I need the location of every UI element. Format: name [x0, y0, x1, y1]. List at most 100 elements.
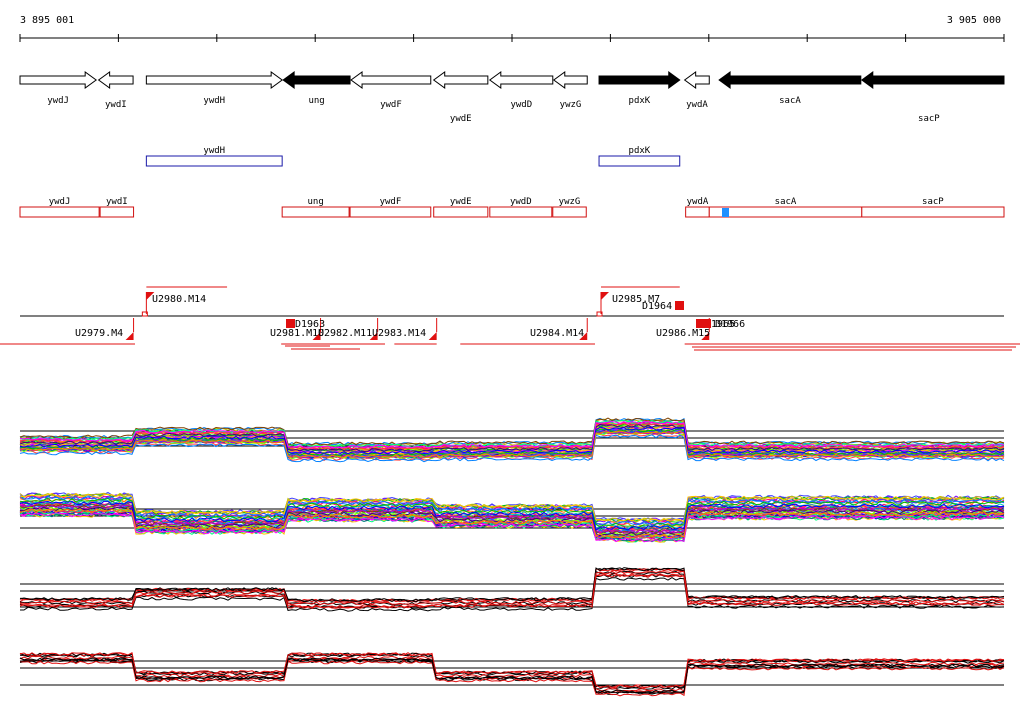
expression-panel-3	[19, 567, 1005, 612]
expression-profile	[19, 567, 1005, 603]
expression-panel-1	[19, 417, 1005, 463]
operon-label: pdxK	[629, 146, 651, 156]
gene-label: ywzG	[560, 100, 582, 110]
gene-arrow	[19, 71, 98, 89]
operon-track-minus: ywdJ ywdI ung ywdF ywdE ywdD ywzG ywdA sacA sacP	[19, 197, 1005, 218]
shift-marker	[696, 319, 705, 328]
expression-profile	[19, 660, 1005, 697]
shift-label: D1965	[705, 319, 735, 330]
tu-label: U2984.M14	[530, 328, 584, 339]
tu-end-marker	[579, 332, 588, 340]
operon-box	[598, 155, 681, 167]
gene-arrow	[552, 71, 588, 89]
expression-profile	[19, 652, 1005, 689]
tu-end-marker	[125, 332, 134, 340]
tu-label: U2983.M14	[372, 328, 426, 339]
operon-label: ung	[307, 197, 323, 207]
shift-label: D1966	[715, 319, 745, 330]
operon-label: ywdA	[687, 197, 709, 207]
shift-label: D1963	[295, 319, 325, 330]
expression-profile	[19, 570, 1005, 606]
expression-profile	[19, 652, 1005, 689]
operon-box	[433, 206, 489, 218]
tu-end-marker	[369, 332, 378, 340]
expression-profile	[19, 657, 1005, 694]
operon-track-plus: ywdH pdxK	[145, 146, 681, 167]
gene-arrow	[282, 71, 351, 89]
operon-marker	[722, 208, 729, 217]
expression-panel-4	[19, 652, 1005, 697]
gene-arrow	[718, 71, 862, 89]
tu-label: U2981.M10	[270, 328, 324, 339]
tu-label: U2980.M14	[152, 294, 206, 305]
expression-profile	[19, 420, 1005, 449]
operon-label: ywdJ	[49, 197, 71, 207]
tu-start-box	[141, 311, 148, 317]
expression-profile	[19, 508, 1005, 539]
expression-profile	[19, 492, 1005, 524]
gene-arrow	[97, 71, 134, 89]
shift-marker	[286, 319, 295, 328]
expression-profile	[19, 512, 1005, 543]
expression-profile	[19, 512, 1005, 543]
gene-track: ywdJ ywdI ywdH ung ywdF ywdE ywdD ywzG pdxK ywdA s…	[19, 71, 1005, 124]
operon-label: ywdF	[380, 197, 402, 207]
gene-label: ung	[308, 96, 324, 106]
tu-label: U2979.M4	[75, 328, 123, 339]
tu-start-marker	[146, 292, 155, 300]
operon-label: ywzG	[559, 197, 581, 207]
operon-box	[99, 206, 135, 218]
gene-arrow	[350, 71, 432, 89]
tu-end-marker	[428, 332, 437, 340]
expression-profile	[19, 426, 1005, 455]
operon-label: ywdH	[203, 146, 225, 156]
tu-end-marker	[312, 332, 321, 340]
expression-profile	[19, 655, 1005, 692]
tu-label: U2982.M11	[318, 328, 372, 339]
operon-box	[552, 206, 587, 218]
expression-profile	[19, 506, 1005, 537]
operon-box	[281, 206, 350, 218]
gene-arrow	[860, 71, 1005, 89]
expression-profile	[19, 430, 1004, 459]
operon-box	[708, 206, 863, 218]
gene-label: ywdF	[380, 100, 402, 110]
coordinate-axis: 3 895 001 3 905 000	[19, 15, 1005, 42]
gene-label: ywdH	[203, 96, 225, 106]
gene-label: ywdA	[686, 100, 708, 110]
gene-label: ywdE	[450, 114, 472, 124]
axis-end-label: 3 905 000	[947, 15, 1001, 26]
gene-label: sacP	[918, 114, 940, 124]
operon-box	[349, 206, 432, 218]
expression-profile	[20, 577, 1005, 612]
operon-label: ywdI	[106, 197, 128, 207]
gene-label: ywdJ	[47, 96, 69, 106]
shift-marker	[702, 319, 711, 328]
expression-profile	[19, 423, 1005, 453]
gene-arrow	[432, 71, 489, 89]
axis-start-label: 3 895 001	[20, 15, 74, 26]
expression-profile	[19, 504, 1005, 534]
tu-label: U2985.M7	[612, 294, 660, 305]
expression-profile	[19, 434, 1005, 463]
gene-label: sacA	[779, 96, 801, 106]
operon-box	[685, 206, 710, 218]
operon-label: sacP	[922, 197, 944, 207]
shift-label: D1964	[642, 301, 672, 312]
gene-label: ywdI	[105, 100, 127, 110]
operon-label: sacA	[775, 197, 797, 207]
operon-box	[861, 206, 1005, 218]
expression-profile	[19, 574, 1005, 609]
expression-profile	[19, 495, 1005, 526]
expression-panel-2	[19, 491, 1005, 543]
tu-start-box	[596, 311, 603, 317]
expression-profile-panels	[19, 417, 1005, 697]
operon-label: ywdE	[450, 197, 472, 207]
tu-start-marker	[601, 292, 610, 300]
expression-profile	[19, 491, 1005, 522]
expression-profile	[19, 428, 1005, 457]
gene-label: ywdD	[510, 100, 532, 110]
expression-profile	[19, 512, 1005, 543]
operon-box	[145, 155, 283, 167]
